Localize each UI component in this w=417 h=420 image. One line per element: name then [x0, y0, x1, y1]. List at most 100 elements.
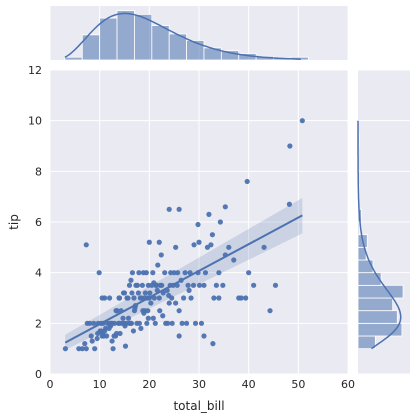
scatter-point: [62, 346, 68, 352]
y-tick-label: 12: [28, 64, 42, 77]
scatter-point: [176, 308, 182, 314]
x-tick-label: 30: [192, 378, 206, 391]
scatter-point: [287, 143, 293, 149]
scatter-point: [130, 328, 137, 334]
scatter-point: [145, 315, 151, 321]
scatter-point: [92, 346, 98, 352]
x-tick-label: 40: [242, 378, 256, 391]
scatter-point: [146, 239, 152, 245]
scatter-point: [182, 270, 188, 276]
scatter-point: [156, 239, 162, 245]
scatter-point: [129, 290, 135, 296]
scatter-point: [201, 282, 207, 288]
scatter-point: [151, 295, 157, 301]
top-hist-bar: [64, 56, 83, 61]
scatter-point: [173, 300, 179, 306]
scatter-point: [286, 201, 292, 207]
scatter-point: [231, 257, 237, 263]
scatter-point: [144, 320, 150, 326]
scatter-point: [162, 270, 168, 276]
scatter-point: [185, 282, 191, 288]
scatter-point: [186, 287, 192, 293]
scatter-point: [267, 308, 273, 314]
scatter-point: [196, 282, 203, 288]
scatter-point: [120, 315, 126, 321]
scatter-point: [156, 295, 162, 301]
x-tick-label: 60: [341, 378, 355, 391]
scatter-point: [243, 295, 249, 301]
scatter-point: [202, 270, 209, 276]
scatter-point: [179, 320, 185, 326]
scatter-point: [181, 295, 187, 301]
right-kde-curve: [357, 120, 402, 350]
scatter-point: [166, 206, 172, 212]
scatter-point: [139, 282, 145, 288]
right-hist-bar: [357, 335, 376, 350]
scatter-point: [122, 343, 129, 349]
scatter-point: [155, 262, 161, 268]
scatter-point: [160, 313, 166, 319]
scatter-point: [79, 346, 85, 352]
scatter-point: [299, 118, 305, 124]
scatter-point: [111, 320, 118, 326]
scatter-point: [134, 282, 141, 288]
scatter-point: [152, 320, 158, 326]
right-hist-bar: [357, 221, 360, 236]
scatter-point: [272, 282, 279, 288]
scatter-point: [122, 323, 128, 329]
right-hist-bar: [357, 284, 404, 299]
scatter-point: [110, 346, 116, 352]
scatter-point: [196, 239, 202, 245]
scatter-point: [188, 295, 194, 301]
scatter-point: [150, 270, 156, 276]
scatter-point: [175, 270, 181, 276]
scatter-point: [195, 221, 201, 228]
right-hist-bar: [357, 310, 398, 324]
x-tick-label: 0: [47, 378, 54, 391]
x-tick-label: 50: [291, 378, 305, 391]
scatter-point: [129, 270, 136, 276]
regression-line: [64, 214, 303, 344]
scatter-point: [217, 219, 223, 225]
top-hist-bar: [134, 13, 153, 61]
scatter-point: [208, 242, 214, 248]
scatter-point: [246, 270, 252, 276]
x-axis-label: total_bill: [173, 399, 224, 413]
scatter-point: [190, 282, 197, 288]
scatter-point: [169, 320, 175, 326]
scatter-point: [148, 300, 154, 306]
scatter-point: [251, 282, 257, 288]
scatter-point: [94, 335, 100, 342]
scatter-point: [117, 330, 123, 337]
scatter-point: [222, 204, 228, 210]
scatter-point: [125, 315, 132, 321]
scatter-point: [83, 242, 89, 248]
scatter-point: [136, 320, 142, 326]
scatter-point: [145, 308, 151, 314]
scatter-point: [147, 290, 153, 296]
y-axis-label: tip: [7, 214, 21, 230]
top-kde-curve: [64, 12, 301, 60]
scatter-point: [209, 232, 216, 238]
scatter-point: [198, 320, 205, 326]
right-hist-bar: [357, 272, 382, 286]
top-hist-bar: [186, 40, 205, 61]
scatter-point: [143, 270, 149, 276]
scatter-point: [107, 323, 114, 329]
scatter-point: [135, 290, 142, 296]
scatter-point: [142, 290, 148, 296]
right-hist-bar: [357, 297, 394, 312]
scatter-point: [211, 295, 217, 301]
scatter-point: [206, 211, 212, 217]
scatter-point: [192, 320, 199, 326]
scatter-point: [112, 333, 119, 339]
scatter-point: [109, 338, 115, 344]
scatter-point: [183, 320, 190, 326]
scatter-point: [220, 282, 226, 288]
scatter-point: [89, 338, 95, 344]
x-tick-label: 20: [142, 378, 156, 391]
scatter-point: [96, 270, 102, 276]
y-tick-label: 6: [35, 216, 42, 229]
scatter-point: [126, 282, 133, 288]
scatter-point: [121, 290, 128, 296]
